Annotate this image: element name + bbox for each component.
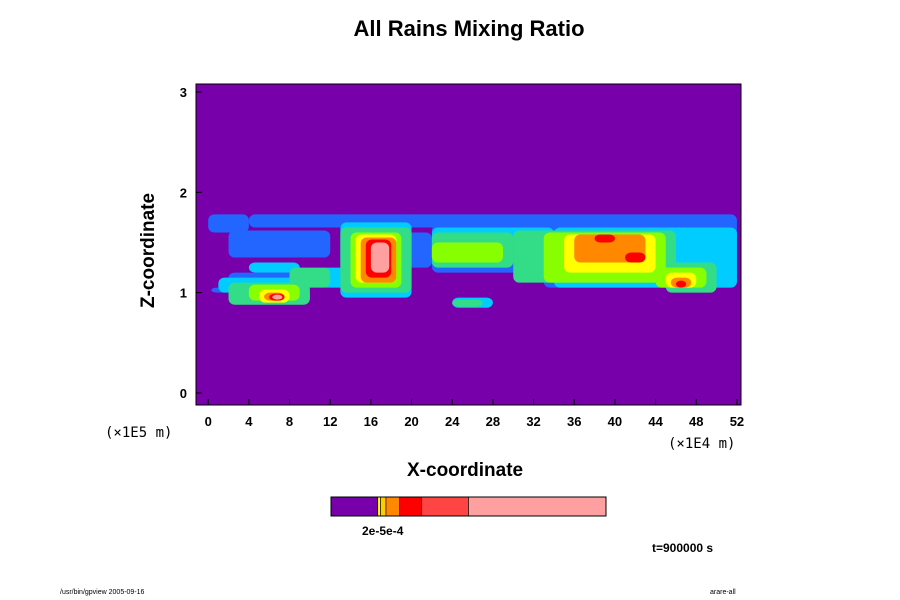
x-tick-label: 52 (730, 414, 744, 429)
y-tick-label: 0 (180, 386, 187, 401)
plot-frame (195, 83, 742, 406)
rain-cell (228, 230, 331, 258)
colorbar (330, 496, 607, 517)
colorbar-segment (380, 496, 387, 517)
colorbar-segment (399, 496, 423, 517)
x-tick-label: 24 (445, 414, 460, 429)
x-tick-label: 20 (404, 414, 418, 429)
chart-title: All Rains Mixing Ratio (353, 16, 585, 41)
x-scale-note: (×1E4 m) (668, 436, 736, 452)
y-tick-label: 1 (180, 286, 187, 301)
colorbar-segment (330, 496, 379, 517)
x-tick-label: 44 (648, 414, 663, 429)
z-scale-note: (×1E5 m) (105, 425, 173, 441)
rain-cell (272, 294, 283, 300)
x-tick-label: 8 (286, 414, 293, 429)
colorbar-segment (377, 496, 381, 517)
rain-cell (452, 299, 483, 307)
footer-right: arare-all (710, 589, 736, 596)
rain-cell (248, 214, 737, 228)
x-tick-label: 12 (323, 414, 337, 429)
y-tick-label: 3 (180, 85, 187, 100)
rain-cell (431, 242, 504, 263)
x-axis-ticks: 0 4 8 12 16 20 24 28 32 36 40 44 48 52 (205, 399, 744, 429)
time-label: t=900000 s (652, 541, 714, 555)
rain-cell (289, 267, 331, 288)
y-axis-ticks: 0 1 2 3 (180, 85, 202, 401)
x-tick-label: 28 (486, 414, 500, 429)
x-tick-label: 16 (364, 414, 378, 429)
colorbar-segment (385, 496, 401, 517)
y-tick-label: 2 (180, 185, 187, 200)
rain-cell (370, 242, 390, 273)
rain-cell (675, 280, 687, 288)
colorbar-segment (421, 496, 469, 517)
colorbar-label: 2e-5e-4 (362, 524, 404, 538)
rain-cell (625, 252, 646, 263)
footer-left: /usr/bin/gpview 2005-09-16 (60, 589, 145, 596)
rain-cell (208, 214, 249, 233)
colorbar-frame (330, 496, 607, 517)
rain-bands (208, 214, 737, 308)
y-axis-label: Z-coordinate (138, 192, 159, 308)
x-tick-label: 0 (205, 414, 212, 429)
rain-cell (594, 234, 615, 243)
x-tick-label: 48 (689, 414, 703, 429)
x-tick-label: 36 (567, 414, 581, 429)
x-tick-label: 32 (526, 414, 540, 429)
x-tick-label: 40 (608, 414, 622, 429)
rain-cell (248, 262, 300, 273)
x-axis-label: X-coordinate (407, 460, 524, 481)
colorbar-segment (468, 496, 607, 517)
x-tick-label: 4 (245, 414, 253, 429)
